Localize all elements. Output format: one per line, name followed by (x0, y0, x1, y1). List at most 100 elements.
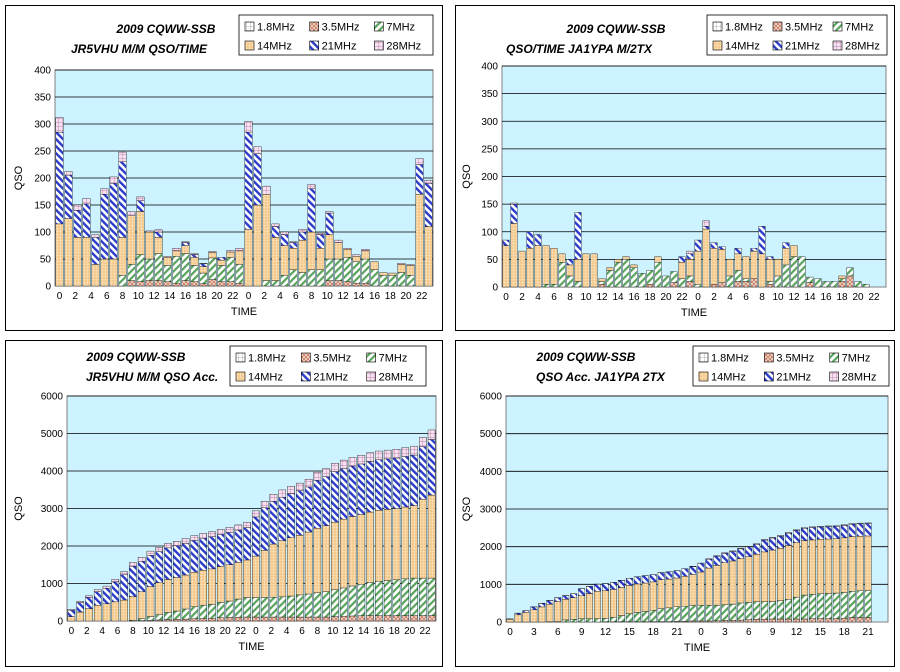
bar-segment-3.5MHz (325, 280, 334, 287)
legend-label-7MHz: 7MHz (386, 22, 415, 34)
bar-segment-7MHz (427, 577, 436, 616)
bar-segment-3.5MHz (816, 618, 824, 623)
bar-segment-14MHz (322, 525, 330, 592)
bar-segment-14MHz (85, 608, 93, 622)
bar-segment-28MHz (64, 171, 73, 176)
bar-segment-21MHz (100, 194, 109, 260)
bar-segment-28MHz (401, 447, 410, 457)
bar-segment-7MHz (777, 600, 785, 620)
x-tick-label: 18 (389, 626, 401, 637)
bar-segment-7MHz (662, 275, 670, 288)
bar-segment-28MHz (510, 202, 518, 205)
bar-segment-14MHz (260, 550, 269, 598)
bar-segment-14MHz (729, 560, 737, 605)
bar-segment-3.5MHz (710, 284, 718, 288)
x-tick-label: 0 (253, 626, 259, 637)
bar-segment-28MHz (208, 531, 216, 537)
bar-segment-21MHz (137, 561, 146, 592)
bar-segment-21MHz (91, 237, 100, 265)
chart-svg-3: 0 1000 2000 3000 4000 5000 6000 0 3 6 9 12 15 18 21 0 3 6… (461, 345, 890, 654)
bar-segment-14MHz (777, 547, 785, 601)
bar-segment-3.5MHz (846, 275, 854, 288)
bar-segment-7MHz (163, 265, 172, 282)
x-axis-title: TIME (684, 642, 710, 654)
bar-segment-21MHz (419, 446, 427, 500)
bar-segment-3.5MHz (427, 615, 436, 622)
bar-segment-28MHz (252, 510, 260, 518)
x-tick-label: 10 (772, 292, 784, 303)
bar-segment-28MHz (111, 579, 120, 583)
bar-segment-7MHz (838, 278, 846, 282)
bar-segment-28MHz (216, 529, 225, 535)
bar-segment-28MHz (864, 522, 872, 524)
x-tick-label: 2 (519, 292, 525, 303)
bar-segment-7MHz (392, 579, 401, 616)
bar-segment-28MHz (73, 204, 82, 211)
bar-segment-21MHz (146, 555, 155, 587)
bar-segment-21MHz (410, 454, 418, 506)
x-tick-label: 12 (596, 292, 608, 303)
bar-segment-28MHz (137, 557, 146, 562)
legend: 1.8MHz 3.5MHz 7MHz 14MHz 21MHz 28MHz (229, 345, 427, 387)
bar-segment-14MHz (710, 248, 718, 285)
bar-segment-14MHz (280, 245, 289, 276)
bar-segment-21MHz (109, 183, 118, 260)
y-tick-label: 50 (40, 255, 52, 266)
bar-segment-28MHz (352, 254, 361, 257)
x-tick-label: 10 (327, 626, 339, 637)
bar-segment-21MHz (269, 501, 278, 545)
bar-segment-14MHz (742, 256, 750, 279)
bar-segment-14MHz (606, 267, 614, 271)
bar-segment-3.5MHz (352, 283, 361, 287)
bar-segment-3.5MHz (419, 615, 427, 622)
bar-segment-28MHz (225, 527, 234, 533)
x-tick-label: 14 (353, 291, 365, 302)
bar-segment-14MHz (253, 204, 262, 287)
bar-segment-14MHz (82, 237, 91, 287)
bar-segment-21MHz (761, 539, 769, 553)
bar-segment-7MHz (808, 594, 816, 619)
bar-segment-21MHz (129, 566, 137, 597)
bar-segment-7MHz (824, 593, 832, 619)
bar-segment-7MHz (235, 264, 244, 284)
y-tick-label: 4000 (41, 467, 64, 478)
bar-segment-21MHz (586, 586, 594, 594)
legend-label-1.8MHz: 1.8MHz (725, 22, 763, 34)
bar-segment-14MHz (73, 237, 82, 287)
legend-label-14MHz: 14MHz (248, 372, 283, 384)
x-tick-label: 20 (400, 291, 412, 302)
bar-segment-14MHz (216, 566, 225, 603)
bar-segment-14MHz (808, 539, 816, 595)
legend-swatch-7MHz (832, 21, 843, 32)
bar-segment-28MHz (737, 548, 745, 550)
bar-segment-3.5MHz (785, 618, 792, 623)
bar-segment-28MHz (278, 489, 287, 498)
bar-segment-7MHz (745, 602, 753, 620)
bar-segment-3.5MHz (806, 282, 814, 288)
bar-segment-14MHz (750, 250, 758, 279)
bar-segment-14MHz (383, 509, 392, 581)
bar-segment-21MHz (298, 231, 307, 241)
bar-segment-28MHz (702, 220, 710, 227)
bar-segment-21MHz (546, 600, 554, 605)
bar-segment-3.5MHz (840, 618, 848, 623)
bar-segment-21MHz (331, 471, 339, 523)
bar-segment-3.5MHz (808, 618, 816, 623)
x-tick-label: 4 (535, 292, 541, 303)
bar-segment-21MHz (339, 468, 348, 520)
bar-segment-21MHz (758, 226, 766, 255)
bar-segment-14MHz (392, 508, 401, 580)
bar-segment-14MHz (790, 245, 798, 257)
bar-segment-21MHz (710, 242, 718, 249)
bar-segment-7MHz (361, 258, 370, 284)
chart-panel-bottom-right: 0 1000 2000 3000 4000 5000 6000 0 3 6 9 12 15 18 21 0 3 6… (455, 340, 895, 667)
bar-segment-14MHz (55, 223, 64, 287)
bar-segment-7MHz (678, 278, 686, 288)
bar-segment-3.5MHz (216, 617, 225, 622)
bar-segment-14MHz (570, 597, 578, 620)
bar-segment-7MHz (357, 584, 366, 616)
bar-segment-21MHz (155, 551, 164, 584)
bar-segment-14MHz (761, 551, 769, 602)
bar-segment-14MHz (506, 618, 514, 623)
x-tick-label: 14 (612, 292, 624, 303)
